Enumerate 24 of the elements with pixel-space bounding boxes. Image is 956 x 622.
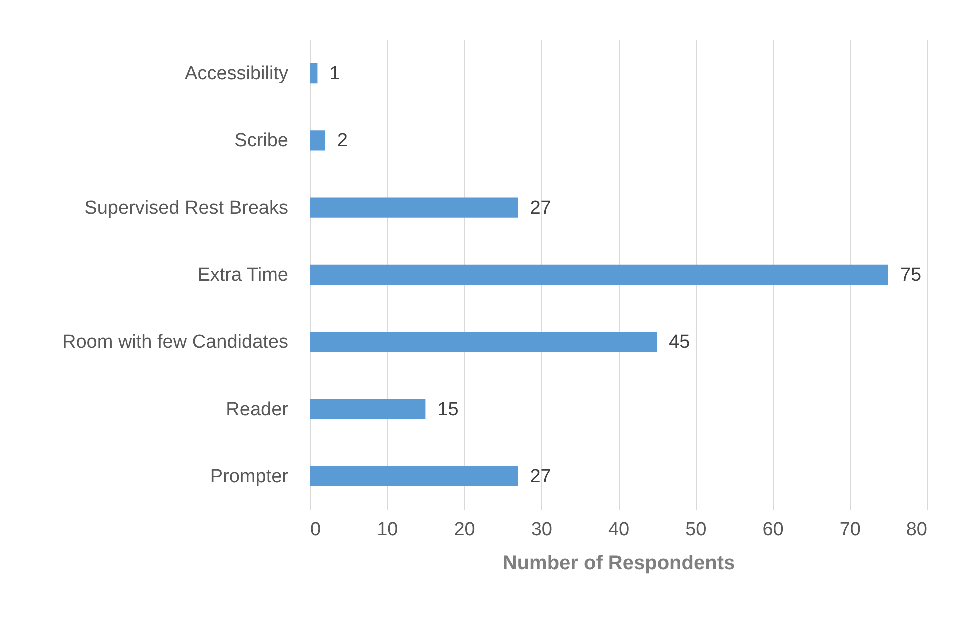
x-tick-label: 40 (608, 520, 630, 540)
data-label: 27 (530, 466, 552, 488)
x-tick-label: 10 (377, 520, 398, 540)
data-label: 15 (438, 399, 459, 420)
x-axis-title: Number of Respondents (502, 552, 736, 574)
x-tick-label: 80 (906, 520, 928, 540)
data-label: 1 (330, 64, 340, 85)
x-tick-label: 20 (454, 520, 476, 540)
x-tick-label: 70 (840, 520, 861, 540)
data-label: 2 (337, 130, 348, 152)
y-tick-label: Accessibility (185, 64, 289, 85)
x-tick-label: 30 (531, 520, 552, 540)
y-tick-label: Room with few Candidates (62, 332, 288, 354)
data-label: 45 (669, 332, 690, 354)
y-tick-label: Extra Time (198, 265, 288, 286)
x-tick-label: 60 (762, 520, 784, 540)
x-tick-label: 50 (686, 520, 707, 540)
y-tick-label: Reader (226, 399, 290, 420)
data-label: 75 (900, 265, 922, 286)
data-label: 27 (530, 198, 552, 219)
x-tick-label: 0 (310, 520, 322, 540)
y-tick-label: Supervised Rest Breaks (84, 198, 288, 219)
y-tick-label: Prompter (210, 466, 290, 488)
y-tick-label: Scribe (234, 130, 288, 152)
